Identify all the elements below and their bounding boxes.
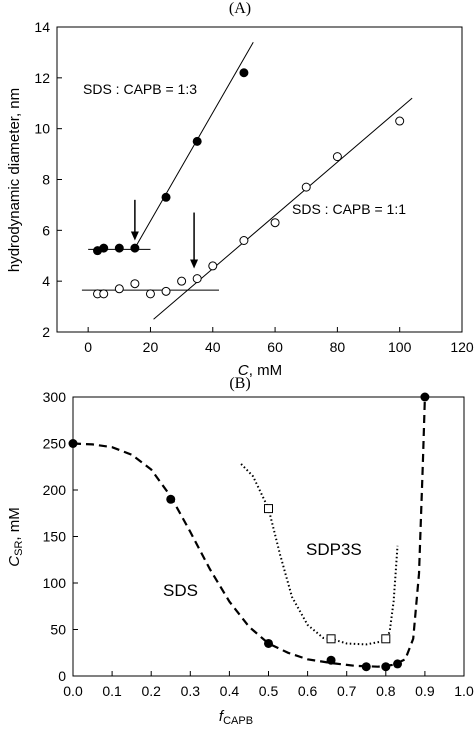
- y-tick-label: 6: [42, 222, 50, 238]
- data-point-open: [301, 182, 311, 192]
- data-point-square: [381, 634, 391, 644]
- data-point-filled: [161, 192, 171, 202]
- x-tick-label: 0.7: [337, 683, 357, 699]
- data-point-open: [239, 236, 249, 245]
- data-point-filled: [420, 392, 430, 402]
- x-tick-label: 0.1: [102, 683, 122, 699]
- data-point-filled: [381, 662, 391, 672]
- sds-dashed-curve: [72, 396, 426, 668]
- x-tick-label: 20: [143, 339, 159, 355]
- y-tick-label: 14: [34, 19, 50, 35]
- series-label-sds: SDS: [163, 581, 198, 600]
- data-point-open: [270, 218, 280, 228]
- x-tick-label: 0.0: [63, 683, 83, 699]
- data-point-filled: [192, 136, 202, 146]
- data-point-square: [264, 504, 273, 514]
- data-point-filled: [68, 439, 78, 448]
- series-label-sds-capb-1-1: SDS : CAPB = 1:1: [292, 201, 406, 217]
- y-tick-label: 2: [42, 324, 50, 340]
- x-tick-label: 0.6: [298, 683, 318, 699]
- data-point-open: [99, 289, 109, 299]
- data-point-filled: [239, 68, 249, 78]
- x-tick-label: 0.2: [141, 683, 161, 699]
- panel-a: (A) 0 20 40 60 80 100 120 2 4 6 8 10 12 14 SDS : CAPB…: [6, 0, 474, 379]
- y-tick-label: 8: [42, 172, 50, 188]
- series-label-sds-capb-1-3: SDS : CAPB = 1:3: [83, 81, 197, 97]
- data-point-filled: [264, 638, 273, 648]
- x-tick-label: 40: [205, 339, 221, 355]
- series-label-sdp3s: SDP3S: [306, 540, 362, 559]
- y-tick-label: 10: [34, 121, 50, 137]
- panel-a-label: (A): [229, 0, 251, 17]
- y-tick-label: 300: [43, 389, 67, 405]
- data-point-open: [114, 284, 124, 294]
- x-tick-label: 0.9: [415, 683, 435, 699]
- panel-a-x-axis-label: C, mM: [238, 362, 282, 379]
- y-tick-label: 150: [43, 529, 67, 545]
- data-point-filled: [130, 243, 140, 253]
- y-tick-label: 12: [34, 70, 50, 86]
- x-tick-label: 1.0: [454, 683, 474, 699]
- x-tick-label: 0: [84, 339, 92, 355]
- y-tick-label: 200: [43, 482, 67, 498]
- panel-b-x-axis-label: fCAPB: [219, 708, 253, 727]
- data-point-filled: [114, 243, 124, 253]
- data-point-open: [161, 286, 171, 296]
- x-tick-label: 60: [267, 339, 283, 355]
- data-point-filled: [99, 243, 109, 253]
- x-tick-label: 120: [450, 339, 474, 355]
- x-tick-label: 0.4: [220, 683, 240, 699]
- fit-line: [134, 42, 254, 249]
- y-tick-label: 50: [50, 622, 66, 638]
- y-tick-label: 4: [42, 273, 50, 289]
- y-tick-label: 250: [43, 436, 67, 452]
- panel-a-y-axis-label: hydrodynamic diameter, nm: [6, 88, 23, 272]
- panel-b-y-axis-label: CSR, mM: [6, 507, 25, 566]
- y-tick-label: 0: [58, 668, 66, 684]
- x-tick-label: 80: [330, 339, 346, 355]
- data-point-filled: [361, 662, 371, 672]
- x-tick-label: 0.8: [376, 683, 396, 699]
- data-point-open: [130, 279, 140, 289]
- data-point-open: [395, 116, 405, 126]
- x-tick-label: 0.5: [259, 683, 279, 699]
- panel-b-plot-frame: [72, 396, 465, 677]
- data-point-open: [192, 274, 202, 284]
- x-tick-label: 0.3: [181, 683, 201, 699]
- panel-b-label: (B): [229, 375, 250, 392]
- data-point-filled: [326, 655, 336, 665]
- data-point-open: [332, 152, 342, 162]
- arrow-head: [130, 231, 139, 241]
- data-point-open: [177, 276, 187, 286]
- x-tick-label: 100: [388, 339, 412, 355]
- data-point-square: [326, 634, 336, 644]
- data-point-filled: [393, 659, 403, 669]
- data-point-open: [208, 261, 218, 271]
- data-point-filled: [166, 494, 176, 504]
- panel-b: (B) 0.0 0.1 0.2 0.3 0.4 0.5 0.6 0.7 0.8 0.9 1.0 0 50…: [6, 375, 474, 727]
- y-tick-label: 100: [43, 575, 67, 591]
- data-point-open: [145, 289, 155, 299]
- arrow-head: [190, 259, 199, 269]
